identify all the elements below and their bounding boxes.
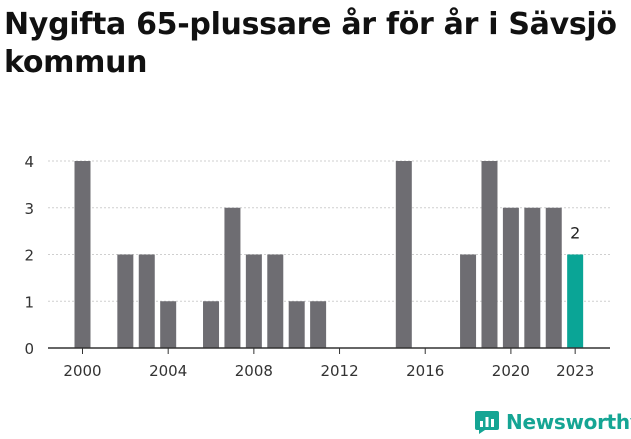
y-tick-label-2: 2 — [24, 247, 34, 265]
x-tick-label-2004: 2004 — [149, 362, 187, 380]
bar-2019 — [481, 161, 498, 348]
bar-2004 — [160, 301, 177, 348]
x-tick-label-2023: 2023 — [556, 362, 594, 380]
bar-2009 — [267, 254, 284, 348]
bar-2006 — [203, 301, 220, 348]
newsworthy-logo-icon — [475, 411, 499, 434]
x-tick-label-2012: 2012 — [320, 362, 358, 380]
x-tick-label-2016: 2016 — [406, 362, 444, 380]
chart-title: Nygifta 65-plussare år för år i Sävsjö k… — [4, 7, 617, 80]
bar-2018 — [460, 254, 477, 348]
y-tick-label-1: 1 — [24, 293, 34, 311]
bar-2000 — [74, 161, 91, 348]
y-tick-label-0: 0 — [24, 340, 34, 358]
bar-2008 — [245, 254, 262, 348]
bar-2022 — [545, 207, 562, 348]
y-tick-label-3: 3 — [24, 200, 34, 218]
data-label-2023: 2 — [570, 224, 580, 243]
bar-2023 — [567, 254, 584, 348]
x-tick-label-2008: 2008 — [235, 362, 273, 380]
brand-name: Newsworthy — [506, 410, 631, 434]
x-tick-label-2000: 2000 — [63, 362, 101, 380]
bar-2020 — [502, 207, 519, 348]
bar-2021 — [524, 207, 541, 348]
brand: Newsworthy — [474, 407, 631, 437]
bar-2011 — [310, 301, 327, 348]
bar-2003 — [138, 254, 155, 348]
bar-2002 — [117, 254, 134, 348]
bar-2010 — [288, 301, 305, 348]
x-tick-label-2020: 2020 — [492, 362, 530, 380]
y-tick-label-4: 4 — [24, 153, 34, 171]
bar-2015 — [395, 161, 412, 348]
bar-2007 — [224, 207, 241, 348]
